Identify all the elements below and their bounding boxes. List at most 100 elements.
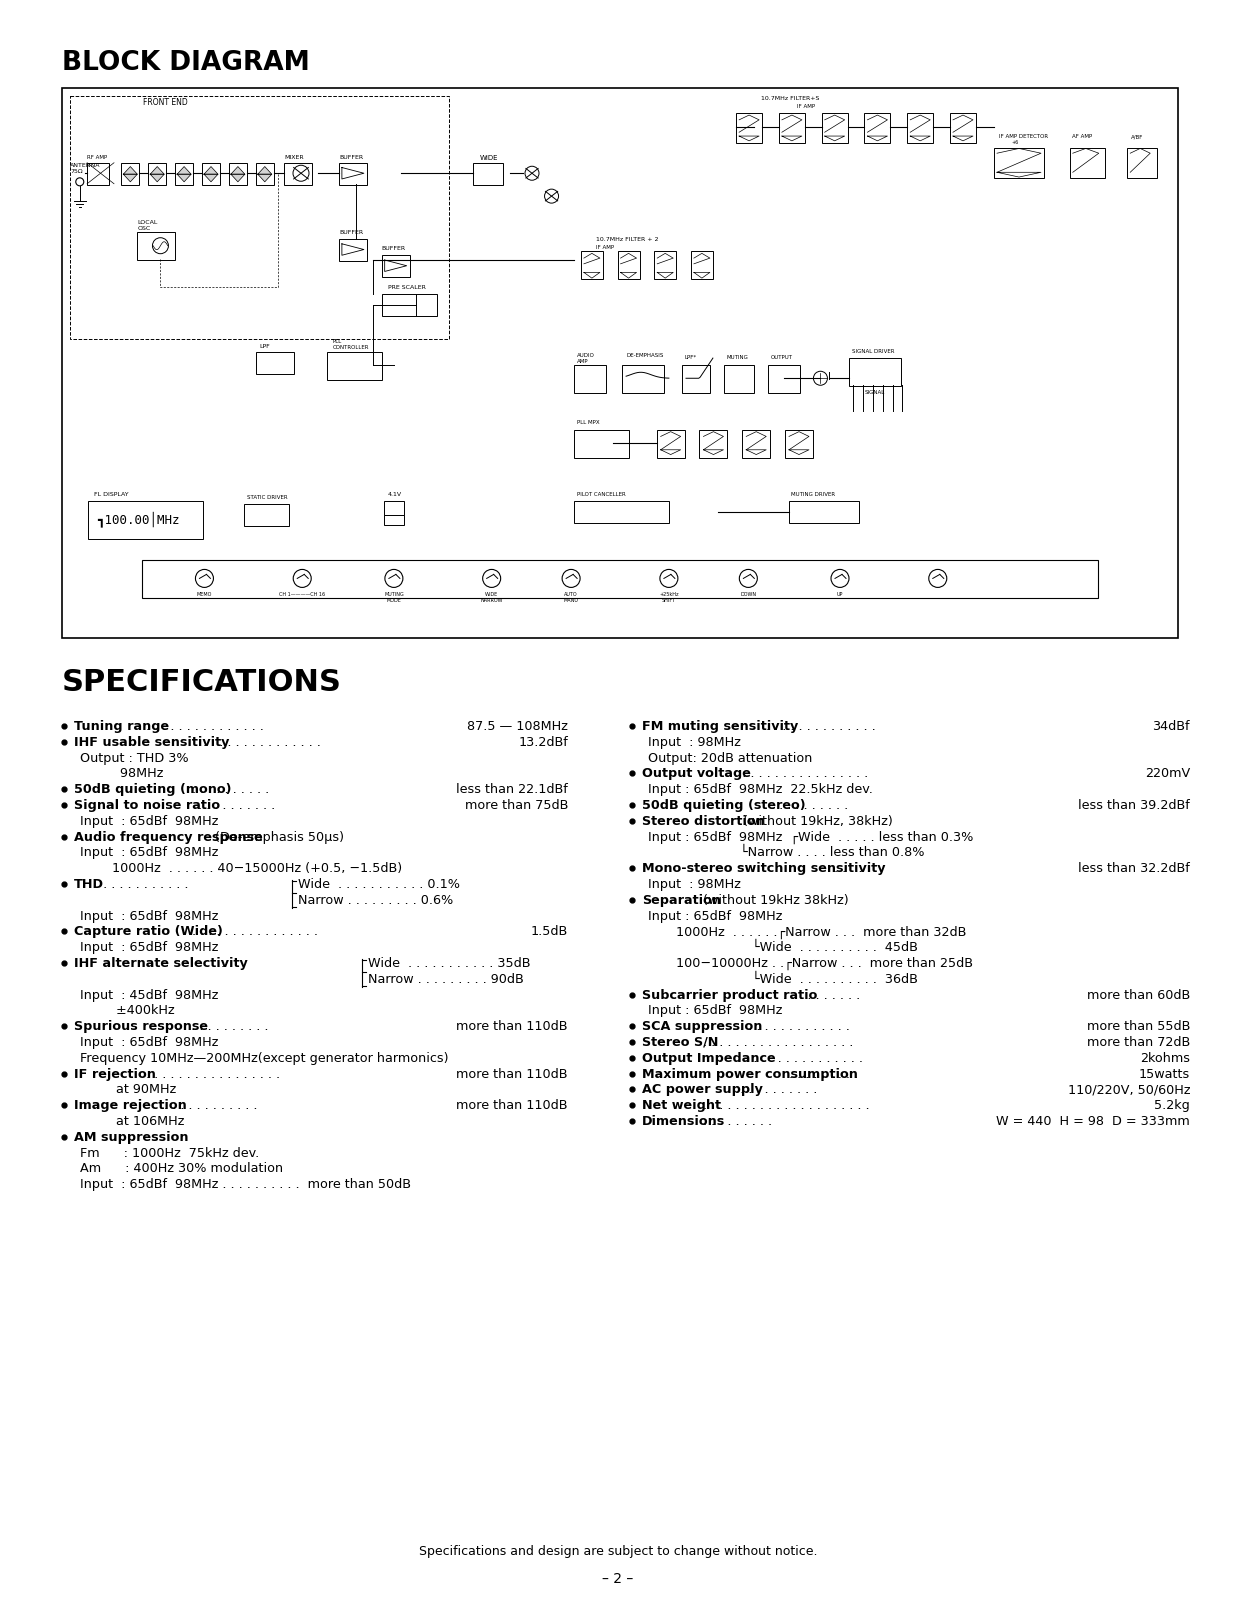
Bar xyxy=(724,365,753,394)
Bar xyxy=(474,163,503,184)
Text: 1000Hz  . . . . . . 40−15000Hz (+0.5, −1.5dB): 1000Hz . . . . . . 40−15000Hz (+0.5, −1.… xyxy=(72,862,402,875)
Text: FM muting sensitivity: FM muting sensitivity xyxy=(642,720,798,733)
Text: Output voltage: Output voltage xyxy=(642,768,751,781)
Polygon shape xyxy=(124,166,137,174)
Bar xyxy=(176,163,193,184)
Text: MEMO: MEMO xyxy=(197,592,212,597)
Text: └Wide  . . . . . . . . . .  36dB: └Wide . . . . . . . . . . 36dB xyxy=(640,973,918,986)
Text: Input  : 65dBf  98MHz: Input : 65dBf 98MHz xyxy=(72,1035,219,1050)
Text: SPECIFICATIONS: SPECIFICATIONS xyxy=(62,669,341,698)
Text: less than 39.2dBf: less than 39.2dBf xyxy=(1079,798,1190,811)
Bar xyxy=(327,352,382,379)
Text: WIDE: WIDE xyxy=(480,155,499,162)
Bar xyxy=(71,96,449,339)
Text: Output: 20dB attenuation: Output: 20dB attenuation xyxy=(640,752,813,765)
Text: Output Impedance: Output Impedance xyxy=(642,1051,776,1064)
Text: ┓100.00│MHz: ┓100.00│MHz xyxy=(96,512,179,528)
Bar xyxy=(385,515,404,525)
Polygon shape xyxy=(124,174,137,182)
Text: Input  : 65dBf  98MHz: Input : 65dBf 98MHz xyxy=(72,909,219,923)
Text: BUFFER: BUFFER xyxy=(382,246,406,251)
Circle shape xyxy=(293,570,312,587)
Bar xyxy=(283,163,312,184)
Text: Narrow . . . . . . . . . 90dB: Narrow . . . . . . . . . 90dB xyxy=(367,973,523,986)
Text: 10.7MHz FILTER + 2: 10.7MHz FILTER + 2 xyxy=(595,237,658,242)
Text: . . . . . . . . . . . . . . . .: . . . . . . . . . . . . . . . . xyxy=(734,1051,863,1064)
Text: at 106MHz: at 106MHz xyxy=(72,1115,184,1128)
Text: . . . . . . . . . . . . . . .: . . . . . . . . . . . . . . . xyxy=(199,736,322,749)
Bar xyxy=(742,430,771,458)
Text: Input  : 65dBf  98MHz: Input : 65dBf 98MHz xyxy=(72,814,219,827)
Polygon shape xyxy=(177,174,190,182)
Text: 34dBf: 34dBf xyxy=(1153,720,1190,733)
Text: . . . . . . . . . .: . . . . . . . . . . xyxy=(779,989,860,1002)
Text: Input  : 98MHz: Input : 98MHz xyxy=(640,878,741,891)
Bar xyxy=(339,238,367,261)
Bar xyxy=(654,251,677,280)
Bar xyxy=(657,430,684,458)
Text: Input : 65dBf  98MHz  22.5kHz dev.: Input : 65dBf 98MHz 22.5kHz dev. xyxy=(640,782,873,797)
Bar xyxy=(202,163,220,184)
Text: MIXER: MIXER xyxy=(283,155,303,160)
Text: . . . . . . . . . .: . . . . . . . . . . xyxy=(194,798,275,811)
Text: UP: UP xyxy=(836,592,844,597)
Circle shape xyxy=(152,238,168,254)
Text: 15watts: 15watts xyxy=(1139,1067,1190,1080)
Bar xyxy=(691,251,713,280)
Text: Stereo S/N: Stereo S/N xyxy=(642,1035,719,1050)
Text: LPF: LPF xyxy=(260,344,270,349)
Text: 5.2kg: 5.2kg xyxy=(1154,1099,1190,1112)
Text: └Wide  . . . . . . . . . .  45dB: └Wide . . . . . . . . . . 45dB xyxy=(640,941,918,954)
Text: IHF alternate selectivity: IHF alternate selectivity xyxy=(74,957,247,970)
Text: 220mV: 220mV xyxy=(1144,768,1190,781)
Text: AF AMP: AF AMP xyxy=(1072,134,1092,139)
Circle shape xyxy=(195,570,214,587)
Bar xyxy=(950,114,976,142)
Text: RF AMP: RF AMP xyxy=(87,155,108,160)
Text: Capture ratio (Wide): Capture ratio (Wide) xyxy=(74,925,223,938)
Text: BLOCK DIAGRAM: BLOCK DIAGRAM xyxy=(62,50,309,75)
Text: less than 22.1dBf: less than 22.1dBf xyxy=(456,782,568,797)
Text: Input  : 65dBf  98MHz: Input : 65dBf 98MHz xyxy=(72,846,219,859)
Text: DOWN: DOWN xyxy=(740,592,756,597)
Text: FRONT END: FRONT END xyxy=(143,98,188,107)
Text: Input : 65dBf  98MHz: Input : 65dBf 98MHz xyxy=(640,1005,782,1018)
Polygon shape xyxy=(341,168,364,173)
Text: 110/220V, 50/60Hz: 110/220V, 50/60Hz xyxy=(1068,1083,1190,1096)
Text: ±400kHz: ±400kHz xyxy=(72,1005,174,1018)
Circle shape xyxy=(482,570,501,587)
Text: Output : THD 3%: Output : THD 3% xyxy=(72,752,188,765)
Circle shape xyxy=(562,570,580,587)
Text: OUTPUT: OUTPUT xyxy=(771,355,793,360)
Text: Input : 65dBf  98MHz  ┌Wide  . . . . . less than 0.3%: Input : 65dBf 98MHz ┌Wide . . . . . less… xyxy=(640,830,974,843)
Text: more than 60dB: more than 60dB xyxy=(1087,989,1190,1002)
Text: Separation: Separation xyxy=(642,894,721,907)
Text: Signal to noise ratio: Signal to noise ratio xyxy=(74,798,220,811)
Text: FL DISPLAY: FL DISPLAY xyxy=(94,491,129,496)
Text: Input : 65dBf  98MHz: Input : 65dBf 98MHz xyxy=(640,909,782,923)
Bar xyxy=(88,501,203,539)
Bar xyxy=(785,430,813,458)
Text: AC power supply: AC power supply xyxy=(642,1083,763,1096)
Text: Image rejection: Image rejection xyxy=(74,1099,187,1112)
Text: A/BF: A/BF xyxy=(1131,134,1143,139)
Text: . . . . . . . . . .: . . . . . . . . . . xyxy=(188,782,270,797)
Bar xyxy=(683,365,710,394)
Text: . . . . . . . . . . . .: . . . . . . . . . . . . xyxy=(160,1099,257,1112)
Text: Specifications and design are subject to change without notice.: Specifications and design are subject to… xyxy=(419,1546,818,1558)
Text: SCA suppression: SCA suppression xyxy=(642,1021,762,1034)
Text: Subcarrier product ratio: Subcarrier product ratio xyxy=(642,989,818,1002)
Polygon shape xyxy=(257,174,272,182)
Text: (De-emphasis 50μs): (De-emphasis 50μs) xyxy=(210,830,344,843)
Polygon shape xyxy=(257,166,272,174)
Text: . . . .: . . . . xyxy=(830,862,862,875)
Text: Tuning range: Tuning range xyxy=(74,720,169,733)
Text: more than 75dB: more than 75dB xyxy=(465,798,568,811)
Text: PRE SCALER: PRE SCALER xyxy=(387,285,426,290)
Bar xyxy=(62,88,1178,638)
Text: . . . . . . . . . . . . . .: . . . . . . . . . . . . . . xyxy=(762,720,876,733)
Text: THD: THD xyxy=(74,878,104,891)
Text: more than 110dB: more than 110dB xyxy=(456,1021,568,1034)
Text: Input  : 65dBf  98MHz: Input : 65dBf 98MHz xyxy=(72,941,219,954)
Text: . . . . . . . . . . . . . . . . . . . . .: . . . . . . . . . . . . . . . . . . . . … xyxy=(699,1099,870,1112)
